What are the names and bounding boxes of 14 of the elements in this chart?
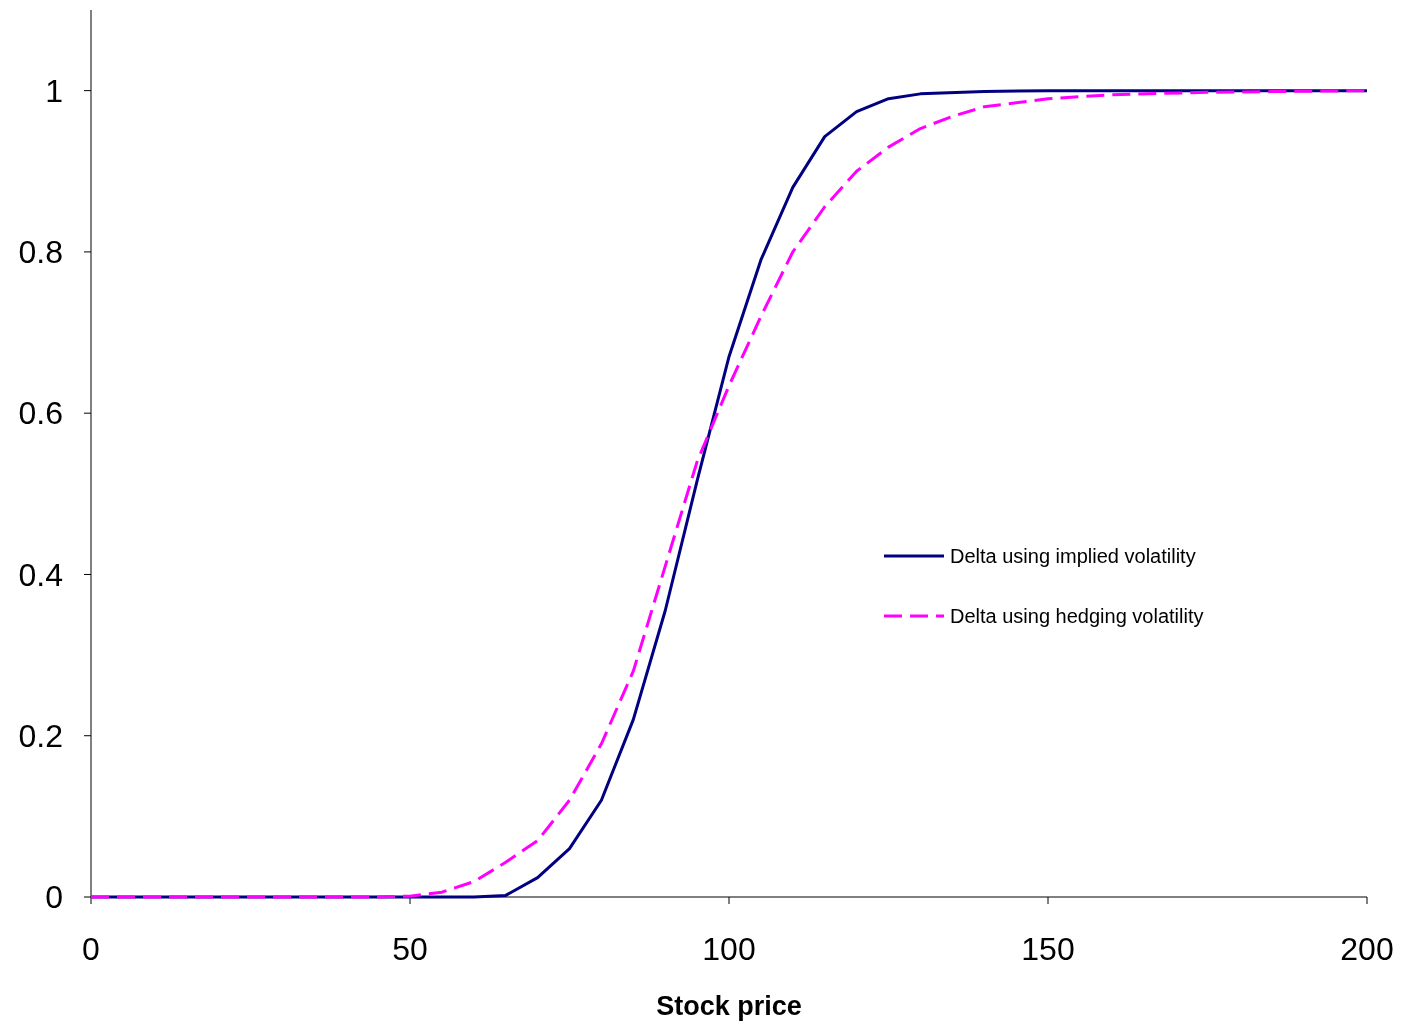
y-tick-label: 1 — [45, 72, 63, 109]
y-tick-label: 0 — [45, 879, 63, 916]
legend-label: Delta using implied volatility — [950, 545, 1196, 567]
x-tick-label: 50 — [392, 931, 428, 967]
x-axis-title: Stock price — [656, 991, 802, 1021]
legend-label: Delta using hedging volatility — [950, 605, 1204, 627]
x-tick-label: 0 — [82, 931, 100, 967]
x-tick-label: 150 — [1021, 931, 1075, 967]
x-tick-label: 100 — [702, 931, 756, 967]
y-tick-label: 0.2 — [18, 717, 63, 754]
x-tick-label: 200 — [1340, 931, 1394, 967]
y-tick-label: 0.4 — [18, 556, 63, 593]
y-tick-label: 0.6 — [18, 395, 63, 432]
y-tick-label: 0.8 — [18, 234, 63, 271]
